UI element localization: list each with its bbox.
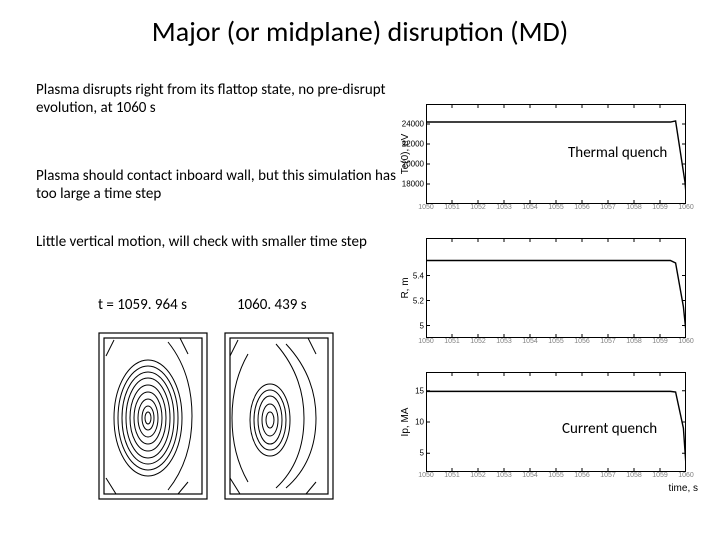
timeseries-svg-r	[426, 238, 686, 338]
yticklabels-r: 55.25.4	[404, 238, 424, 338]
paragraph-3: Little vertical motion, will check with …	[36, 234, 398, 252]
slide-title: Major (or midplane) disruption (MD)	[0, 14, 720, 49]
timeseries-panel-r: R, m55.25.410501051105210531054105510561…	[426, 238, 706, 338]
xticklabels-te: 1050105110521053105410551056105710581059…	[426, 204, 706, 214]
contour-c1	[98, 332, 208, 500]
timeseries-svg-te	[426, 104, 686, 204]
caption-t1: t = 1059. 964 s	[98, 296, 187, 314]
yticklabels-ip: 51015	[404, 372, 424, 472]
contour-c2	[224, 332, 334, 500]
contour-caption-row: t = 1059. 964 s 1060. 439 s	[98, 296, 307, 314]
xticklabels-ip: 1050105110521053105410551056105710581059…	[426, 472, 706, 482]
timeseries-panel-ip: Ip, MA5101510501051105210531054105510561…	[426, 372, 706, 472]
timeseries-svg-ip	[426, 372, 686, 472]
paragraph-1: Plasma disrupts right from its flattop s…	[36, 82, 398, 117]
caption-t2: 1060. 439 s	[237, 296, 307, 314]
yticklabels-te: 18000200002200024000	[404, 104, 424, 204]
timeseries-column: Te(0), eV1800020000220002400010501051105…	[426, 104, 706, 506]
timeseries-panel-te: Te(0), eV1800020000220002400010501051105…	[426, 104, 706, 204]
xlabel: time, s	[669, 483, 698, 494]
contour-panels	[98, 332, 334, 500]
xticklabels-r: 1050105110521053105410551056105710581059…	[426, 338, 706, 348]
paragraph-2: Plasma should contact inboard wall, but …	[36, 168, 398, 203]
